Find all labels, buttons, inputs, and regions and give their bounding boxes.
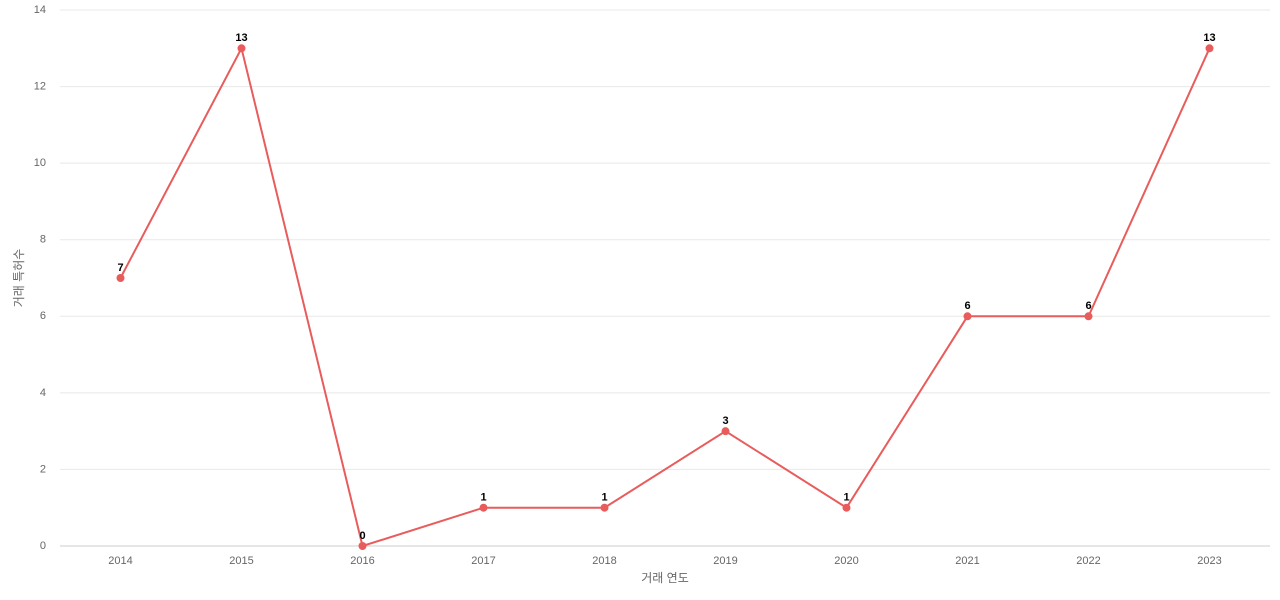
y-tick-label: 0 xyxy=(40,540,46,552)
point xyxy=(1084,312,1093,321)
point xyxy=(237,44,246,53)
x-axis-label: 거래 연도 xyxy=(641,571,689,585)
value-label: 13 xyxy=(235,32,247,44)
value-label: 0 xyxy=(359,530,365,542)
value-label: 6 xyxy=(1085,300,1091,312)
x-tick-label: 2022 xyxy=(1076,555,1100,567)
x-tick-label: 2021 xyxy=(955,555,979,567)
y-tick-label: 2 xyxy=(40,463,46,475)
y-axis-label: 거래 특허수 xyxy=(12,249,26,308)
value-label: 1 xyxy=(480,492,486,504)
point xyxy=(842,503,851,512)
x-tick-label: 2018 xyxy=(592,555,616,567)
line xyxy=(119,45,1211,548)
value-label: 3 xyxy=(722,415,728,427)
x-tick-label: 2014 xyxy=(108,555,132,567)
point xyxy=(963,312,972,321)
x-tick-label: 2020 xyxy=(834,555,858,567)
value-label: 13 xyxy=(1203,32,1215,44)
y-tick-label: 10 xyxy=(34,157,46,169)
point xyxy=(116,274,125,282)
point xyxy=(358,542,367,550)
value-label: 1 xyxy=(843,492,849,504)
x-tick-label: 2017 xyxy=(471,555,495,567)
point xyxy=(1205,44,1214,53)
value-label: 1 xyxy=(601,492,607,504)
value-label: 6 xyxy=(964,300,970,312)
y-tick-label: 14 xyxy=(34,4,46,16)
y-tick-label: 6 xyxy=(40,310,46,322)
x-tick-label: 2023 xyxy=(1197,555,1221,567)
y-tick-label: 12 xyxy=(34,80,46,92)
y-tick-label: 8 xyxy=(40,234,46,246)
value-label: 7 xyxy=(117,262,123,274)
point xyxy=(600,503,609,512)
y-tick-label: 4 xyxy=(40,387,46,399)
x-tick-label: 2019 xyxy=(713,555,737,567)
x-tick-label: 2016 xyxy=(350,555,374,567)
point xyxy=(721,427,730,436)
point xyxy=(479,503,488,512)
x-tick-label: 2015 xyxy=(229,555,253,567)
